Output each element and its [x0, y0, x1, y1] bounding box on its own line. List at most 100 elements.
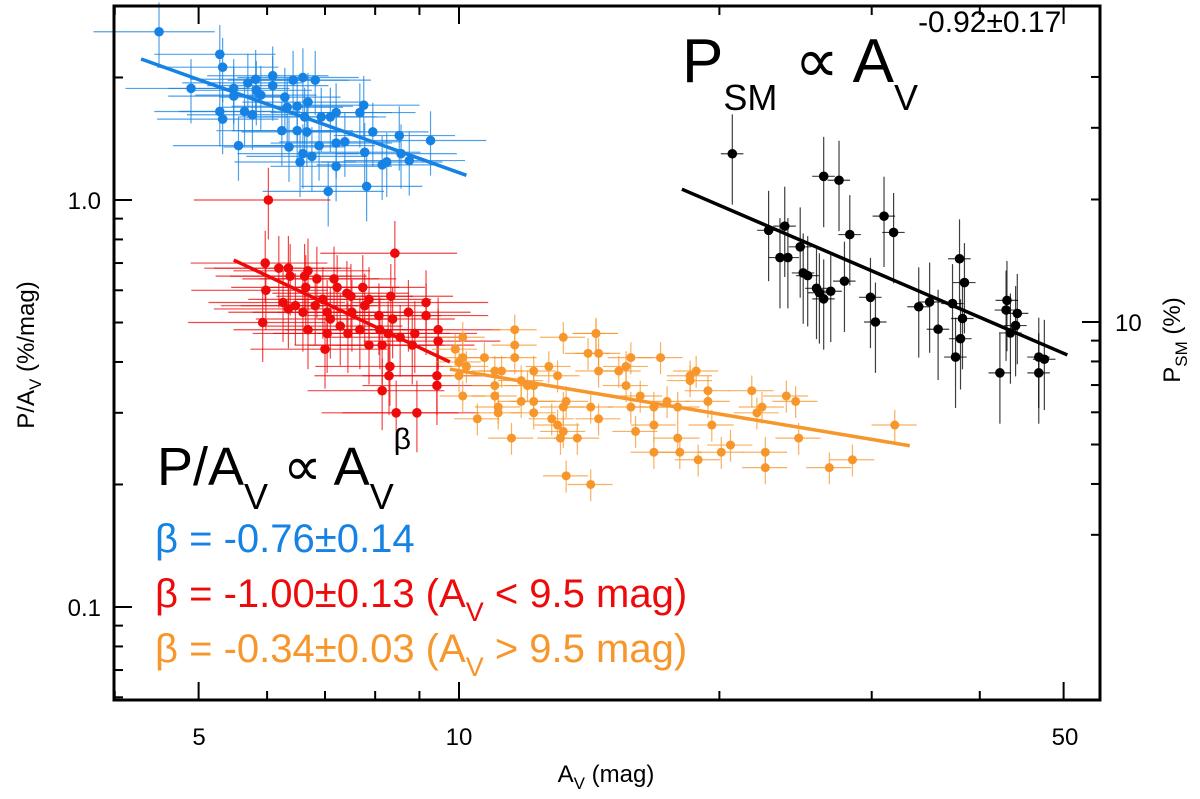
black-data-point [1010, 320, 1021, 331]
blue-data-point [361, 181, 372, 192]
red-data-point [320, 344, 330, 354]
blue-data-point [323, 186, 334, 197]
orange-data-point [685, 376, 695, 386]
black-data-point [763, 225, 774, 236]
y2-tick-label: 10 [1115, 310, 1142, 337]
orange-data-point [649, 420, 659, 430]
orange-data-point [675, 447, 685, 457]
red-data-point [387, 314, 398, 324]
black-data-point [950, 352, 961, 362]
red-data-point [257, 317, 268, 328]
blue-data-point [267, 70, 278, 81]
orange-data-point [516, 396, 526, 406]
orange-data-point [529, 366, 539, 376]
black-data-point [913, 301, 924, 312]
red-data-point [391, 408, 401, 418]
blue-data-point [284, 142, 294, 152]
orange-data-point [890, 420, 900, 430]
black-data-point [865, 292, 876, 303]
beta-red-label: β = -1.00±0.13 (AV < 9.5 mag) [155, 572, 687, 627]
orange-data-point [760, 463, 770, 473]
black-data-point [957, 313, 968, 324]
orange-data-point [691, 366, 701, 376]
beta-blue-label: β = -0.76±0.14 [155, 517, 415, 561]
orange-data-point [529, 381, 539, 391]
black-data-point [839, 276, 850, 286]
error-bars [93, 2, 1056, 502]
orange-data-point [621, 361, 631, 371]
red-data-point [343, 328, 353, 339]
black-data-point [779, 221, 790, 231]
orange-data-point [561, 471, 571, 481]
orange-data-point [586, 402, 596, 412]
blue-data-point [355, 107, 365, 118]
orange-data-point [586, 479, 596, 489]
blue-data-point [280, 92, 290, 102]
black-data-point [825, 286, 836, 297]
orange-data-point [626, 402, 636, 412]
blue-data-point [331, 161, 341, 172]
orange-data-point [490, 381, 500, 391]
blue-data-point [404, 155, 415, 166]
red-data-point [374, 310, 384, 321]
red-data-point [412, 408, 422, 418]
blue-data-point [298, 148, 308, 159]
red-data-point [433, 324, 443, 335]
blue-data-point [396, 148, 406, 159]
psm-relation-annotation: PSM ∝ AV-0.92±0.17 [682, 6, 1061, 118]
blue-data-point [267, 80, 278, 91]
blue-data-point [228, 91, 239, 101]
orange-data-point [591, 328, 601, 338]
blue-data-point [292, 101, 302, 112]
blue-data-point [282, 102, 293, 113]
orange-data-point [510, 325, 520, 335]
black-data-point [818, 294, 829, 304]
orange-data-point [847, 455, 857, 465]
red-data-point [432, 370, 442, 381]
black-data-point [933, 324, 943, 335]
red-data-point [263, 195, 274, 205]
orange-data-point [752, 408, 762, 418]
blue-data-point [186, 83, 196, 94]
blue-data-point [298, 72, 308, 83]
x-tick-label: 10 [446, 724, 473, 751]
orange-data-point [561, 396, 571, 406]
black-data-point [1012, 308, 1023, 319]
red-data-point [421, 310, 431, 321]
orange-data-point [493, 408, 503, 418]
beta-orange-label: β = -0.34±0.03 (AV > 9.5 mag) [155, 627, 687, 682]
x-tick-label: 5 [192, 724, 205, 751]
orange-data-point [558, 332, 568, 342]
red-data-point [433, 336, 443, 346]
y-tick-label: 0.1 [68, 595, 101, 622]
orange-data-point [662, 396, 672, 406]
orange-data-point [794, 433, 804, 443]
orange-data-point [458, 391, 468, 401]
black-data-point [727, 148, 738, 159]
orange-data-point [626, 353, 636, 363]
red-data-point [384, 370, 394, 381]
orange-data-point [594, 348, 604, 358]
blue-data-point [340, 136, 350, 147]
orange-data-point [824, 463, 834, 473]
orange-data-point [649, 447, 659, 457]
orange-data-point [614, 366, 624, 376]
orange-data-point [703, 396, 713, 406]
red-data-point [364, 294, 374, 305]
black-data-point [1005, 328, 1016, 338]
orange-data-point [635, 391, 645, 401]
blue-data-point [314, 140, 324, 151]
blue-data-point [310, 75, 321, 85]
red-data-point [375, 324, 385, 335]
orange-data-point [656, 353, 666, 363]
blue-data-point [217, 62, 228, 72]
orange-data-point [522, 381, 532, 391]
orange-data-point [461, 361, 471, 371]
orange-data-point [529, 408, 539, 418]
x-tick-label: 50 [1052, 724, 1079, 751]
red-data-point [303, 265, 313, 276]
red-data-point [347, 307, 357, 318]
red-data-point [386, 291, 396, 302]
orange-data-point [547, 414, 557, 424]
blue-data-point [228, 83, 239, 94]
